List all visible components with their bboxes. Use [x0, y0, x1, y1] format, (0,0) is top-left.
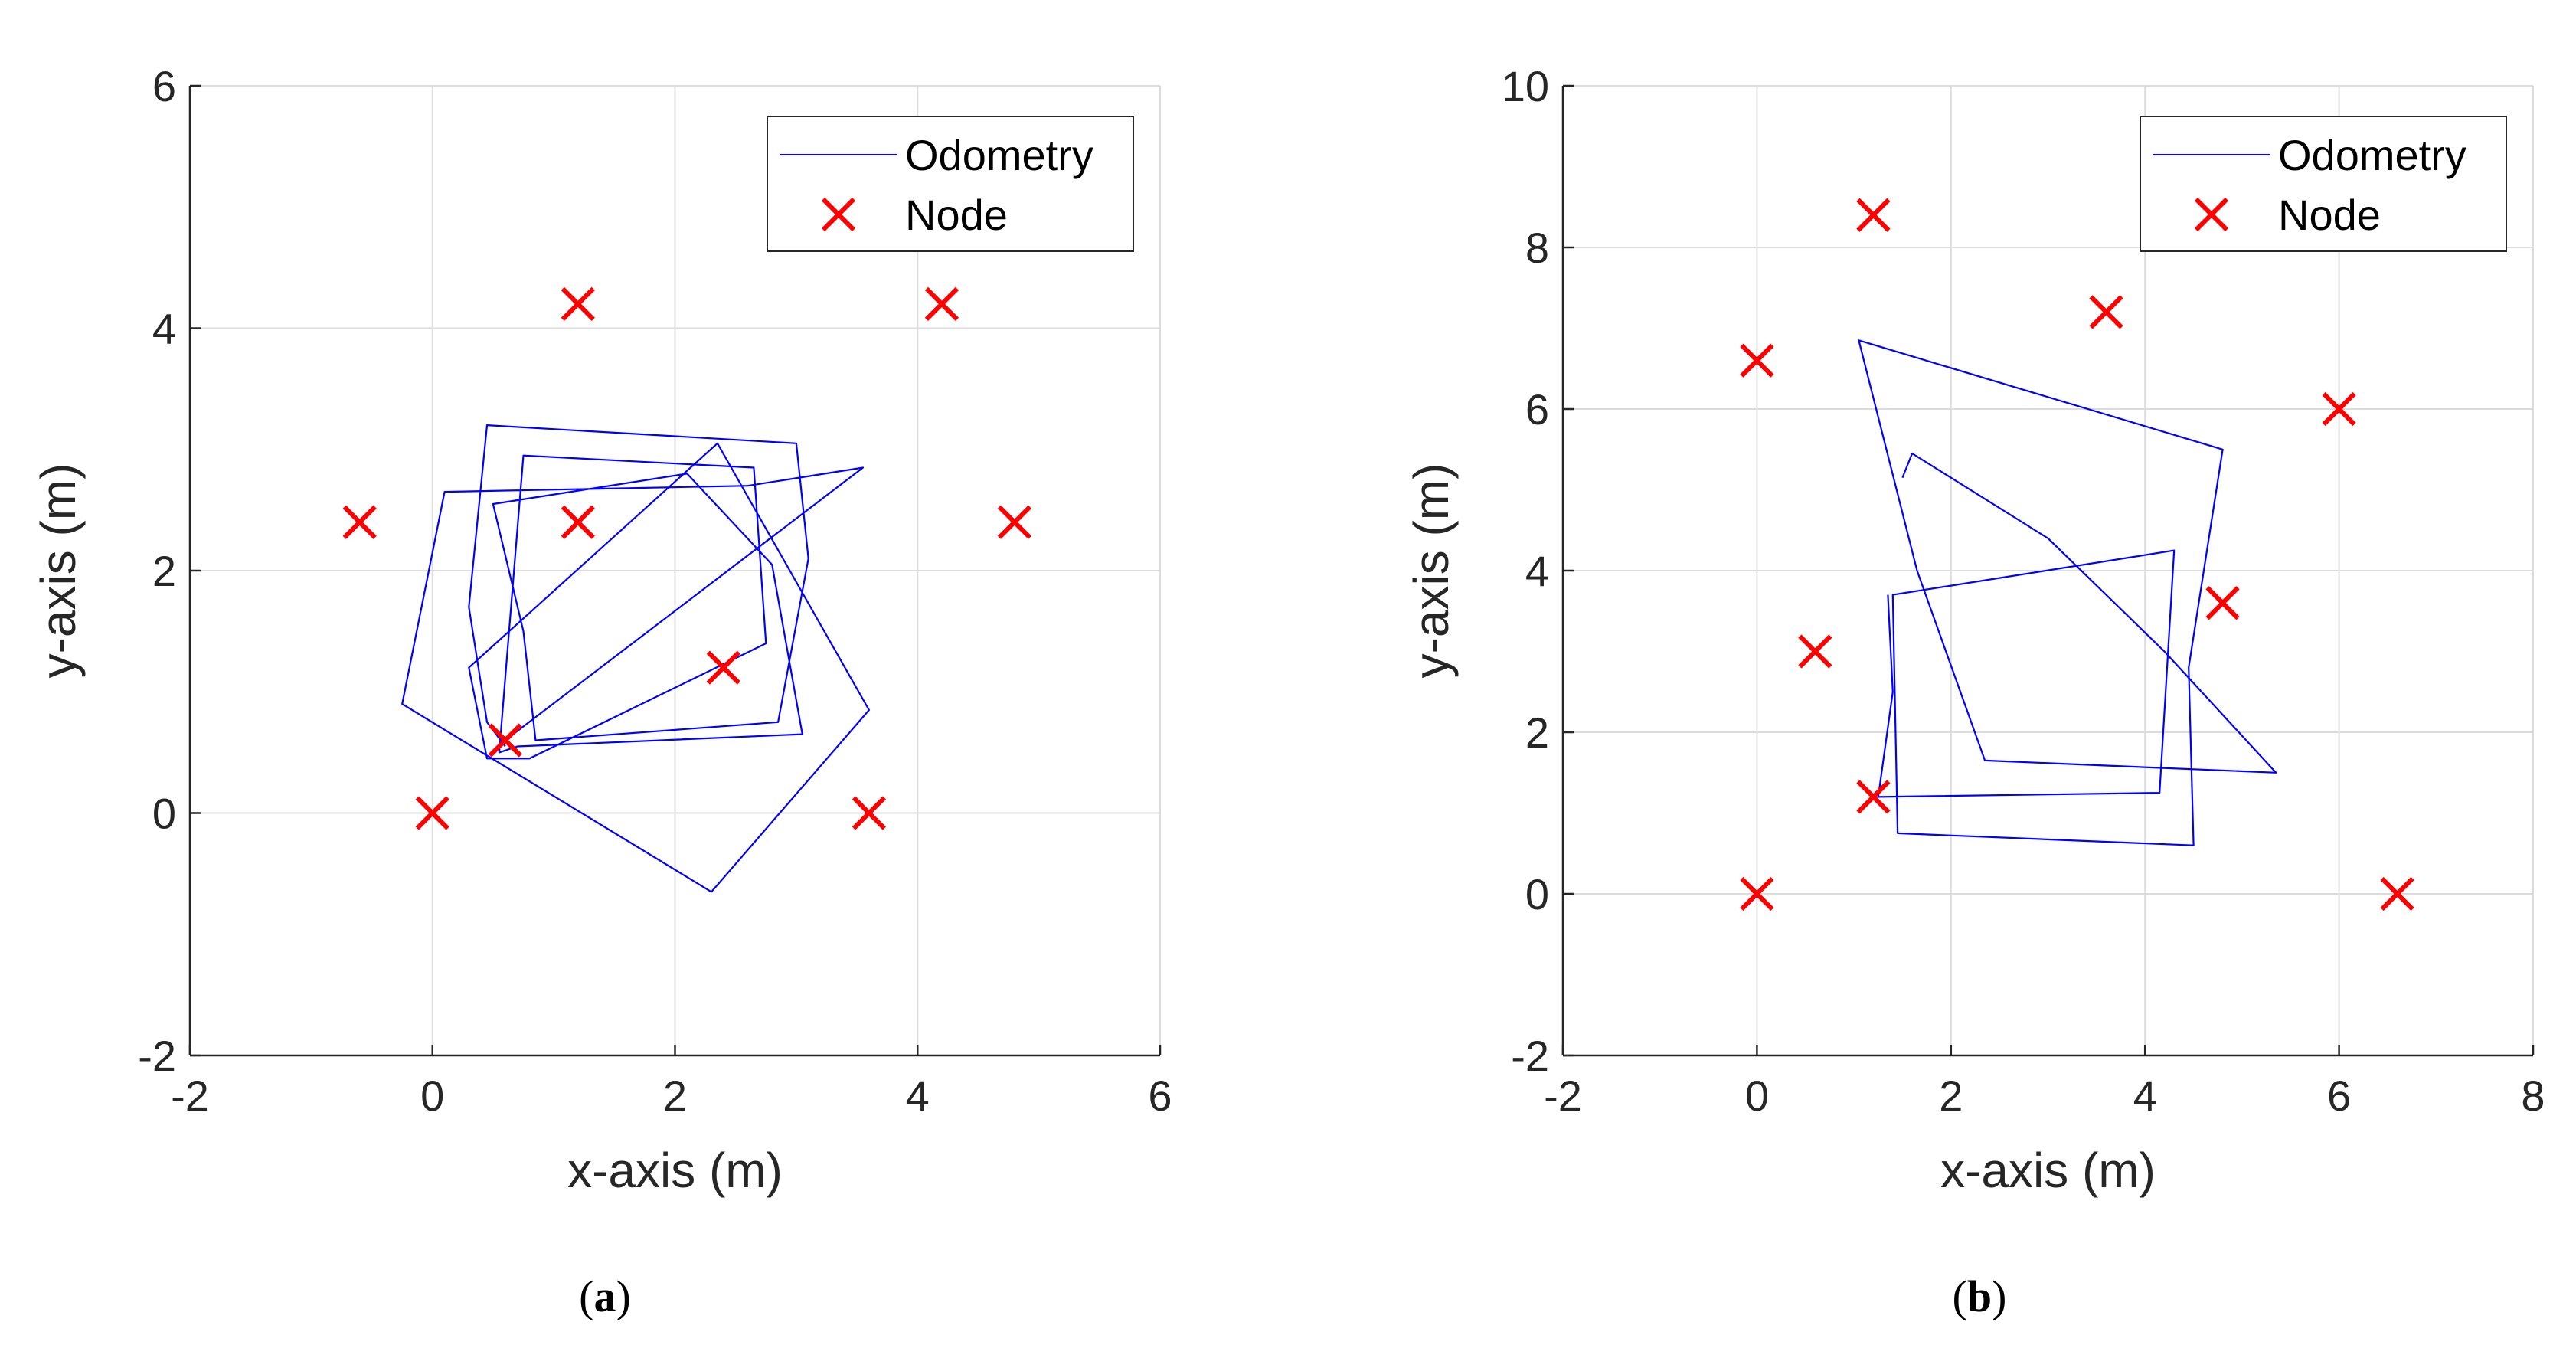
panel-b-y-tick-label: 4 [1525, 547, 1549, 595]
panel-b-y-tick-label: 0 [1525, 870, 1549, 918]
panel-b-x-tick-label: 6 [2327, 1072, 2351, 1120]
panel-a-legend-odometry-label: Odometry [905, 131, 1093, 179]
panel-a-x-tick-label: 2 [663, 1072, 687, 1120]
panel-a-y-axis-label: y-axis (m) [31, 463, 86, 679]
panel-b-x-tick-label: 2 [1939, 1072, 1963, 1120]
panel-b-node-marker [1856, 198, 1891, 232]
panel-b-node-marker [1856, 780, 1891, 814]
panel-b-x-tick-label: 8 [2521, 1072, 2545, 1120]
panel-a-legend-node-swatch-icon [821, 197, 856, 232]
panel-b-caption: (b) [1953, 1271, 2007, 1321]
panel-b-x-tick-label: 0 [1745, 1072, 1769, 1120]
panel-b-y-tick-label: 6 [1525, 385, 1549, 434]
panel-b-series [1740, 198, 2414, 911]
panel-b-legend-node-label: Node [2278, 191, 2381, 239]
panel-a-series [342, 286, 1032, 893]
panel-a-x-tick-label: -2 [171, 1072, 209, 1120]
panel-a-x-tick-label: 4 [906, 1072, 930, 1120]
panel-b-legend-odometry-label: Odometry [2278, 131, 2466, 179]
panel-a-x-axis-label: x-axis (m) [567, 1143, 783, 1198]
panel-a-legend-node-label: Node [905, 191, 1008, 239]
panel-a-y-tick-label: 0 [152, 790, 176, 838]
panel-b-ticks: -2 0 2 4 6 8 -2 0 2 4 6 8 10 [1502, 62, 2545, 1120]
panel-b-y-tick-label: 10 [1502, 62, 1549, 110]
panel-a-node-marker [852, 796, 887, 830]
panel-b-node-marker [1740, 343, 1774, 378]
panel-a-y-tick-label: 4 [152, 305, 176, 353]
panel-a-node-marker [997, 505, 1032, 539]
panel-b-x-axis-label: x-axis (m) [1940, 1143, 2156, 1198]
panel-b-y-tick-label: 8 [1525, 224, 1549, 272]
panel-a-caption: (a) [579, 1271, 631, 1321]
panel-a-node-marker [924, 286, 959, 321]
panel-a-legend-box [767, 116, 1134, 252]
panel-b-odometry-line [1858, 339, 2277, 846]
panel-a-node-marker [415, 796, 449, 830]
panel-a-y-tick-label: 2 [152, 547, 176, 595]
panel-b-x-tick-label: 4 [2133, 1072, 2157, 1120]
panel-b-node-marker [2089, 295, 2123, 329]
panel-b-legend-node-swatch-icon [2194, 197, 2229, 232]
panel-a-y-tick-label: -2 [138, 1032, 176, 1080]
panel-b-node-marker [1740, 876, 1774, 911]
panel-a-node-marker [342, 505, 377, 539]
panel-b-node-marker [1798, 634, 1832, 669]
panel-a-node-marker [561, 286, 595, 321]
panel-a-x-tick-label: 0 [420, 1072, 444, 1120]
panel-b-legend-box [2140, 116, 2507, 252]
panel-b-legend: Odometry Node [2140, 116, 2507, 252]
panel-b-node-marker [2205, 586, 2240, 620]
panel-a-y-tick-label: 6 [152, 62, 176, 110]
panel-b: -2 0 2 4 6 8 -2 0 2 4 6 8 10 x-axis (m) y-axis (m) O… [1404, 62, 2545, 1321]
panel-a-legend: Odometry Node [767, 116, 1134, 252]
panel-a-node-marker [706, 650, 740, 685]
panel-b-x-tick-label: -2 [1544, 1072, 1582, 1120]
panel-b-node-marker [2380, 876, 2414, 911]
panel-a-node-marker [561, 505, 595, 539]
panel-b-node-marker [2322, 391, 2356, 427]
panel-a-odometry-line [401, 424, 871, 893]
panel-a-x-tick-label: 6 [1148, 1072, 1172, 1120]
panel-a-ticks: -2 0 2 4 6 -2 0 2 4 6 [138, 62, 1172, 1120]
panel-b-y-axis-label: y-axis (m) [1404, 463, 1459, 679]
panel-a-node-marker [488, 723, 522, 758]
panel-a: -2 0 2 4 6 -2 0 2 4 6 x-axis (m) y-axis (m) Odome… [31, 62, 1172, 1321]
panel-b-y-tick-label: 2 [1525, 708, 1549, 757]
panel-b-y-tick-label: -2 [1511, 1032, 1549, 1080]
